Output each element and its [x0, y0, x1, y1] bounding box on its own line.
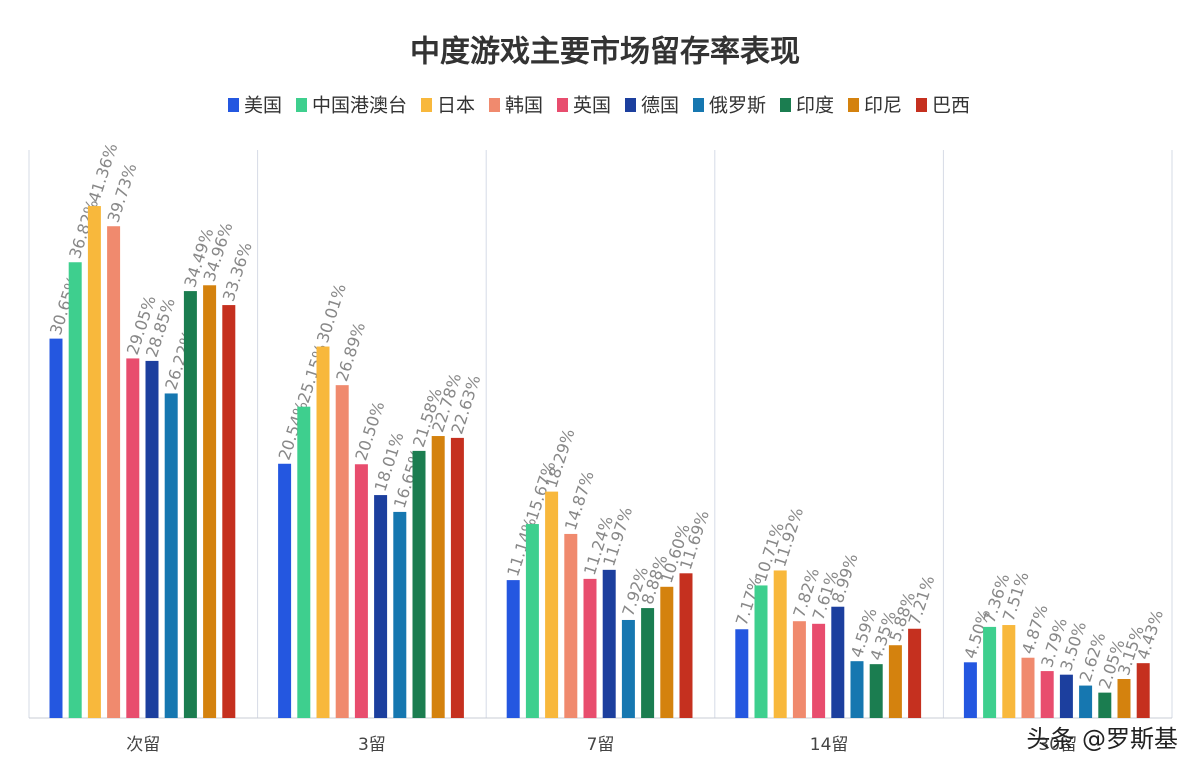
bar	[393, 511, 407, 718]
x-tick-label: 7留	[587, 735, 615, 755]
bar	[450, 437, 464, 718]
legend-label: 美国	[244, 95, 282, 117]
bar	[564, 533, 578, 718]
bar	[869, 664, 883, 718]
legend-label: 韩国	[505, 95, 543, 117]
bar	[735, 629, 749, 718]
bar	[679, 573, 693, 718]
bar	[203, 285, 217, 718]
bar	[754, 585, 768, 718]
bar	[1059, 674, 1073, 718]
bar	[297, 406, 311, 718]
bar	[1136, 663, 1150, 718]
legend-swatch	[916, 98, 927, 112]
bar	[850, 661, 864, 718]
legend-swatch	[489, 98, 500, 112]
legend-swatch	[625, 98, 636, 112]
legend-swatch	[780, 98, 791, 112]
x-tick-label: 30留	[1038, 735, 1077, 755]
bar	[983, 626, 997, 718]
bar	[1021, 657, 1035, 718]
legend-label: 印度	[796, 95, 834, 117]
bar	[87, 206, 101, 718]
legend-swatch	[228, 98, 239, 112]
bar	[412, 450, 426, 718]
bar	[963, 662, 977, 718]
bar	[506, 580, 520, 718]
bar	[278, 463, 292, 718]
bar	[792, 621, 806, 718]
legend-label: 德国	[641, 95, 679, 117]
bar	[621, 619, 635, 718]
legend-swatch	[693, 98, 704, 112]
bar	[431, 436, 445, 718]
watermark: 头条 @罗斯基	[1026, 725, 1178, 753]
bar	[602, 569, 616, 718]
bar	[1079, 685, 1093, 718]
bar	[773, 570, 787, 718]
bar	[222, 305, 236, 718]
legend-label: 巴西	[932, 95, 970, 117]
bar	[68, 262, 82, 718]
bar	[145, 360, 159, 718]
bar	[374, 495, 388, 718]
x-tick-label: 14留	[810, 735, 849, 755]
legend-swatch	[296, 98, 307, 112]
legend-label: 中国港澳台	[312, 95, 407, 117]
x-tick-label: 3留	[358, 735, 386, 755]
bar	[164, 393, 178, 718]
bar	[545, 491, 559, 718]
bar	[660, 586, 674, 718]
legend-label: 印尼	[864, 95, 902, 117]
bar	[1098, 692, 1112, 718]
bar	[908, 628, 922, 718]
bar	[107, 226, 121, 718]
bar	[183, 291, 197, 718]
bar	[812, 623, 826, 718]
bar	[583, 578, 597, 718]
bar	[1040, 671, 1054, 718]
legend-swatch	[421, 98, 432, 112]
bar	[1002, 625, 1016, 718]
legend-label: 俄罗斯	[709, 95, 766, 117]
bar	[316, 346, 330, 718]
bar	[354, 464, 368, 718]
x-tick-label: 次留	[126, 735, 160, 755]
chart-title: 中度游戏主要市场留存率表现	[410, 35, 800, 70]
legend-label: 英国	[573, 95, 611, 117]
bar	[126, 358, 140, 718]
bar	[831, 606, 845, 718]
bar	[335, 385, 349, 718]
bar	[888, 645, 902, 718]
bar	[1117, 679, 1131, 718]
legend-swatch	[848, 98, 859, 112]
bar	[49, 338, 63, 718]
legend-label: 日本	[437, 95, 475, 117]
legend-swatch	[557, 98, 568, 112]
bar	[525, 524, 539, 718]
bar	[641, 608, 655, 718]
